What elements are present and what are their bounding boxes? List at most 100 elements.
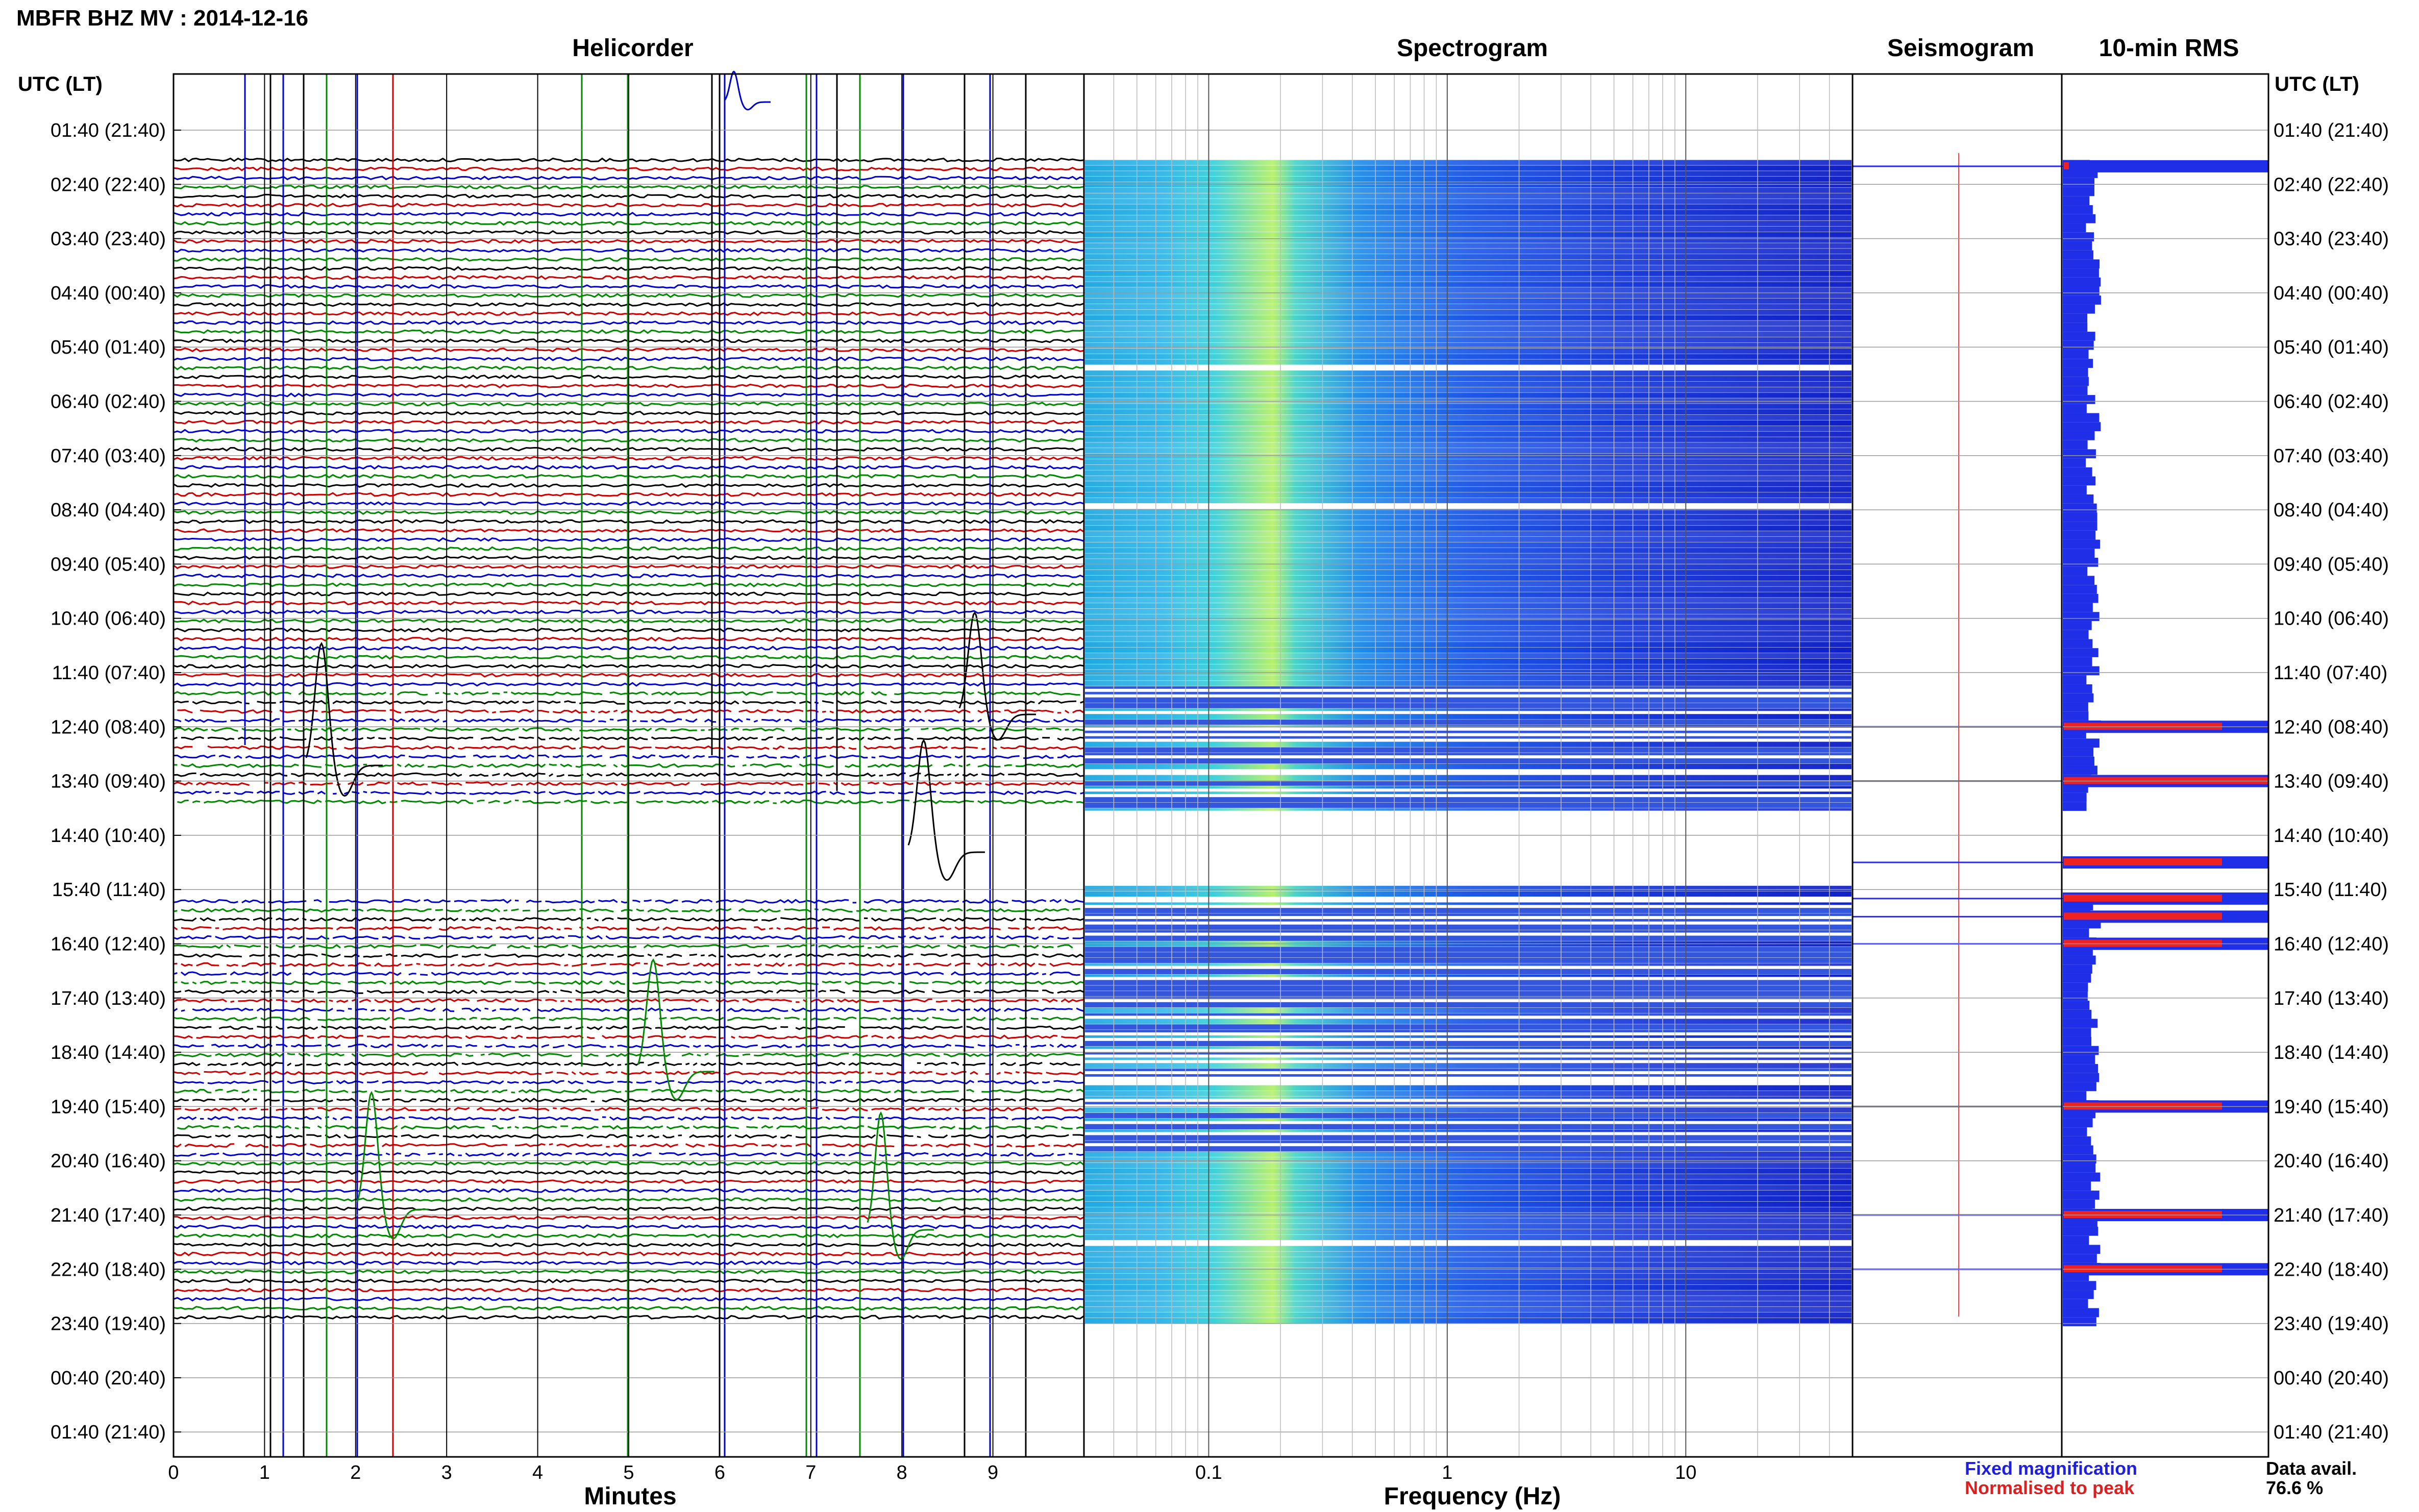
- helicorder-trace: [173, 899, 1084, 904]
- helicorder-trace: [173, 718, 1084, 723]
- rms-bar: [2063, 277, 2101, 287]
- rms-bar: [2063, 557, 2099, 567]
- panel-frames: [172, 73, 2269, 1458]
- rms-bar: [2063, 404, 2087, 413]
- panel-frame: [1852, 73, 2063, 1458]
- spectrogram-row: [1085, 963, 1852, 966]
- helicorder-trace: [173, 980, 1084, 985]
- spectrogram-row: [1085, 1135, 1852, 1141]
- spectrogram-row: [1085, 1246, 1852, 1251]
- rms-bar: [2063, 530, 2096, 540]
- rms-bar: [2063, 1136, 2091, 1146]
- spectrogram-row: [1085, 376, 1852, 382]
- rms-bar: [2063, 603, 2093, 612]
- rms-bar: [2063, 928, 2089, 938]
- rms-bar: [2063, 973, 2091, 983]
- helicorder-xlabel: Minutes: [584, 1483, 676, 1510]
- spectrogram-row: [1085, 1141, 1852, 1144]
- time-tick-label-left: 18:40 (14:40): [51, 1042, 166, 1063]
- x-tick-labels: 0 1 2 3 4 5 6 7 8 9 0.1 1 10: [168, 1462, 1696, 1483]
- helicorder-trace: [173, 1007, 1084, 1012]
- spectrogram-row: [1085, 691, 1852, 695]
- helicorder-trace: [177, 709, 1084, 714]
- spectrogram-row: [1085, 658, 1852, 664]
- rms-bar: [2063, 1299, 2088, 1308]
- spectrogram-row: [1085, 1002, 1852, 1008]
- rms-bar: [2063, 422, 2101, 431]
- time-tick-label-left: 05:40 (01:40): [51, 337, 166, 358]
- spectrogram-row: [1085, 753, 1852, 756]
- spectrogram-row: [1085, 381, 1852, 387]
- spectrogram-row: [1085, 902, 1852, 905]
- rms-bar: [2063, 1001, 2090, 1010]
- spectrogram-row: [1085, 514, 1852, 520]
- spectrogram-row: [1085, 1268, 1852, 1274]
- spectrogram-row: [1085, 919, 1852, 922]
- spectrogram-row: [1085, 575, 1852, 581]
- helicorder-trace: [173, 754, 1084, 759]
- spectrogram-row: [1085, 1118, 1852, 1121]
- time-tick-label-right: 13:40 (09:40): [2274, 771, 2389, 792]
- spectrogram-row: [1085, 1113, 1852, 1119]
- spectrogram-row: [1085, 1301, 1852, 1307]
- rms-bar: [2063, 1281, 2096, 1291]
- time-tick-label-right: 00:40 (20:40): [2274, 1368, 2389, 1389]
- helicorder-trace: [177, 1125, 1084, 1130]
- spectrogram-row: [1085, 304, 1852, 310]
- rms-bar: [2063, 467, 2092, 477]
- helicorder-transient: [305, 641, 383, 797]
- rms-bar: [2063, 1191, 2100, 1200]
- spectrogram-row: [1085, 808, 1852, 811]
- rms-bar: [2063, 350, 2089, 359]
- time-tick-label-right: 11:40 (07:40): [2274, 662, 2387, 684]
- spectrogram-row: [1085, 559, 1852, 564]
- spectrogram-row: [1085, 282, 1852, 287]
- time-tick-label-left: 23:40 (19:40): [51, 1313, 166, 1335]
- spectrogram-row: [1085, 226, 1852, 232]
- spectrogram-row: [1085, 736, 1852, 739]
- helicorder-trace: [173, 1079, 1084, 1085]
- spectrogram-row: [1085, 1107, 1852, 1113]
- minute-tick-label: 8: [897, 1462, 907, 1483]
- spectrogram-row: [1085, 1224, 1852, 1229]
- rms-spike-normalised: [2064, 1211, 2222, 1218]
- spectrogram-row: [1085, 481, 1852, 487]
- rms-bar: [2063, 1308, 2099, 1318]
- rms-bar: [2063, 1317, 2096, 1326]
- rms-bar: [2063, 250, 2093, 260]
- spectrogram-row: [1085, 581, 1852, 586]
- spectrogram-row: [1085, 625, 1852, 631]
- spectrogram-row: [1085, 326, 1852, 332]
- spectrogram-row: [1085, 359, 1852, 365]
- spectrogram-row: [1085, 320, 1852, 326]
- helicorder-trace: [173, 1088, 1084, 1094]
- rms-bar: [2063, 476, 2096, 486]
- spectrogram-row: [1085, 720, 1852, 725]
- spectrogram-row: [1085, 270, 1852, 276]
- time-tick-label-right: 16:40 (12:40): [2274, 934, 2389, 955]
- spectrogram-row: [1085, 675, 1852, 681]
- helicorder-transient: [907, 739, 985, 881]
- spectrogram-row: [1085, 758, 1852, 764]
- spectrogram-row: [1085, 1035, 1852, 1038]
- rms-bar: [2063, 268, 2099, 278]
- rms-bar: [2063, 187, 2094, 196]
- spectrogram-row: [1085, 991, 1852, 997]
- helicorder-trace: [173, 727, 1084, 732]
- spectrogram-row: [1085, 952, 1852, 958]
- spectrogram-row: [1085, 1057, 1852, 1060]
- spectrogram-row: [1085, 354, 1852, 359]
- rms-bar: [2063, 802, 2087, 811]
- rms-bar: [2063, 964, 2092, 974]
- legend-normalised-to-peak: Normalised to peak: [1965, 1477, 2135, 1498]
- spectrogram-row: [1085, 459, 1852, 465]
- spectrogram-row: [1085, 985, 1852, 991]
- seismogram-title: Seismogram: [1887, 35, 2034, 62]
- spectrogram-row: [1085, 1207, 1852, 1212]
- helicorder-trace: [173, 962, 1084, 968]
- rms-bar: [2063, 1028, 2091, 1037]
- rms-bar: [2063, 359, 2093, 368]
- spectrogram-row: [1085, 1040, 1852, 1047]
- spectrogram-row: [1085, 199, 1852, 204]
- spectrogram-row: [1085, 608, 1852, 614]
